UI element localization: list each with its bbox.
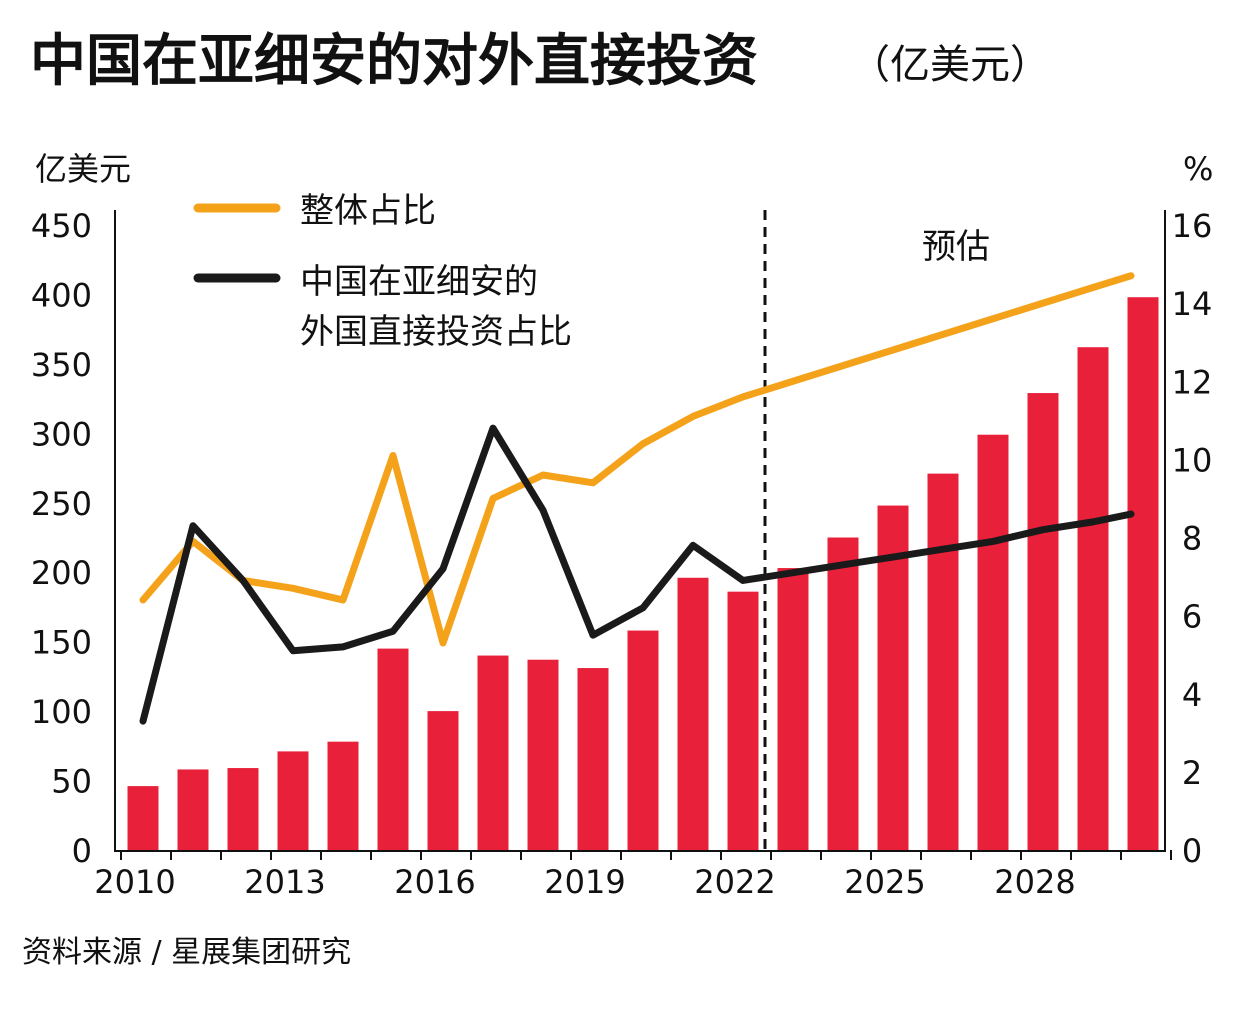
x-tick-label: 2028 xyxy=(994,863,1075,901)
right-axis-label: % xyxy=(1183,150,1213,188)
bar-2027 xyxy=(977,434,1009,850)
legend-label-overall: 整体占比 xyxy=(300,191,436,231)
bar-2026 xyxy=(927,473,959,850)
x-tick-label: 2016 xyxy=(394,863,475,901)
bar-2016 xyxy=(427,711,459,850)
chart-title-unit: （亿美元） xyxy=(850,42,1050,88)
bar-2028 xyxy=(1027,393,1059,850)
left-tick-label: 200 xyxy=(31,554,92,592)
left-axis-label: 亿美元 xyxy=(35,150,131,188)
x-tick-label: 2019 xyxy=(544,863,625,901)
forecast-label: 预估 xyxy=(922,227,990,267)
right-tick-label: 16 xyxy=(1172,207,1213,245)
bar-2011 xyxy=(177,769,209,850)
left-tick-label: 0 xyxy=(72,832,92,870)
left-tick-label: 350 xyxy=(31,346,92,384)
source-note: 资料来源 / 星展集团研究 xyxy=(22,935,351,970)
left-tick-label: 450 xyxy=(31,207,92,245)
bar-2013 xyxy=(277,751,309,850)
left-tick-label: 150 xyxy=(31,624,92,662)
bar-2018 xyxy=(527,659,559,850)
left-tick-label: 100 xyxy=(31,693,92,731)
bar-2012 xyxy=(227,768,259,850)
left-tick-label: 400 xyxy=(31,276,92,314)
bar-2022 xyxy=(727,591,759,850)
right-tick-label: 4 xyxy=(1182,676,1202,714)
right-tick-label: 6 xyxy=(1182,598,1202,636)
x-tick-label: 2013 xyxy=(244,863,325,901)
bar-2030 xyxy=(1127,297,1159,850)
bar-2020 xyxy=(627,630,659,850)
bar-2019 xyxy=(577,668,609,850)
right-tick-label: 2 xyxy=(1182,754,1202,792)
bar-2029 xyxy=(1077,347,1109,850)
chart-title: 中国在亚细安的对外直接投资 xyxy=(30,29,758,94)
right-tick-label: 14 xyxy=(1172,285,1213,323)
right-tick-label: 12 xyxy=(1172,363,1213,401)
x-tick-label: 2022 xyxy=(694,863,775,901)
right-tick-label: 10 xyxy=(1172,441,1213,479)
left-tick-label: 250 xyxy=(31,485,92,523)
right-tick-label: 0 xyxy=(1182,832,1202,870)
bar-2010 xyxy=(127,786,159,850)
legend-label-china-2: 外国直接投资占比 xyxy=(300,312,572,352)
bar-2024 xyxy=(827,537,859,850)
x-tick-label: 2010 xyxy=(94,863,175,901)
bar-2017 xyxy=(477,655,509,850)
left-tick-label: 300 xyxy=(31,415,92,453)
bar-2014 xyxy=(327,741,359,850)
x-tick-label: 2025 xyxy=(844,863,925,901)
bar-2023 xyxy=(777,568,809,850)
bar-2021 xyxy=(677,577,709,850)
bar-2015 xyxy=(377,648,409,850)
legend: 整体占比 中国在亚细安的 外国直接投资占比 xyxy=(193,191,572,352)
legend-label-china-1: 中国在亚细安的 xyxy=(300,262,538,302)
left-tick-label: 50 xyxy=(51,763,92,801)
right-tick-label: 8 xyxy=(1182,520,1202,558)
bar-2025 xyxy=(877,505,909,850)
